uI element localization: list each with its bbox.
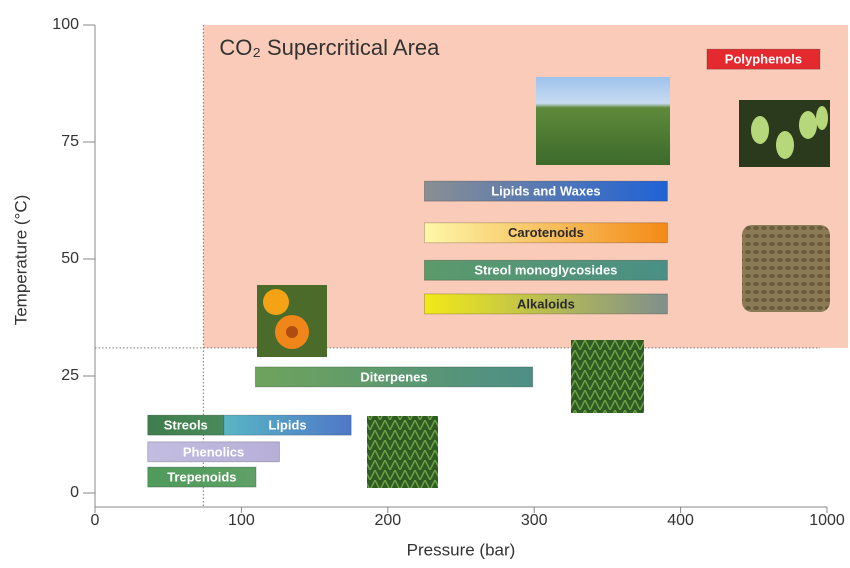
photo-conifer xyxy=(571,340,644,413)
y-tick-label: 75 xyxy=(61,133,79,150)
bar-label: Streols xyxy=(164,418,208,433)
hops-cones xyxy=(751,106,828,159)
y-tick-label: 25 xyxy=(61,367,79,384)
bar-label: Streol monoglycosides xyxy=(474,263,617,278)
region-label: CO₂ Supercritical Area xyxy=(219,35,440,60)
y-tick-label: 50 xyxy=(61,250,79,267)
y-tick-label: 0 xyxy=(70,484,79,501)
bar-label: Polyphenols xyxy=(725,52,802,67)
bar-label: Lipids and Waxes xyxy=(491,184,600,199)
x-tick-label: 0 xyxy=(91,512,100,529)
photo-wheat xyxy=(536,77,670,165)
x-tick-label: 100 xyxy=(228,512,255,529)
photo-cannabis xyxy=(367,416,438,488)
range-bar xyxy=(147,441,280,463)
range-bar xyxy=(254,366,534,388)
x-axis-label: Pressure (bar) xyxy=(407,540,516,559)
range-bar xyxy=(423,293,668,315)
y-tick-label: 100 xyxy=(52,16,79,33)
range-bar xyxy=(423,180,668,202)
range-bar xyxy=(147,466,257,488)
range-bar xyxy=(423,222,668,244)
bar-label: Trepenoids xyxy=(167,470,236,485)
bar-label: Diterpenes xyxy=(360,369,427,384)
x-tick-label: 400 xyxy=(667,512,694,529)
range-bar xyxy=(706,48,821,70)
x-tick-label: 200 xyxy=(374,512,401,529)
bar-label: Alkaloids xyxy=(517,296,575,311)
range-bar xyxy=(223,414,352,436)
bar-label: Phenolics xyxy=(183,444,244,459)
bar-label: Carotenoids xyxy=(508,225,584,240)
bar-label: Lipids xyxy=(268,418,306,433)
x-tick-label: 300 xyxy=(521,512,548,529)
photo-coffee xyxy=(742,225,830,312)
x-tick-label: 1000 xyxy=(809,512,845,529)
y-axis-label: Temperature (°C) xyxy=(11,195,30,326)
range-bar xyxy=(423,259,668,281)
calendula-flowers xyxy=(263,289,309,349)
